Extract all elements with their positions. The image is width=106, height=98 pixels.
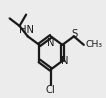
Text: N: N xyxy=(61,56,69,66)
Text: HN: HN xyxy=(19,25,34,35)
Text: Cl: Cl xyxy=(46,85,56,95)
Text: CH₃: CH₃ xyxy=(86,40,103,49)
Text: N: N xyxy=(47,38,55,48)
Text: S: S xyxy=(71,29,77,39)
